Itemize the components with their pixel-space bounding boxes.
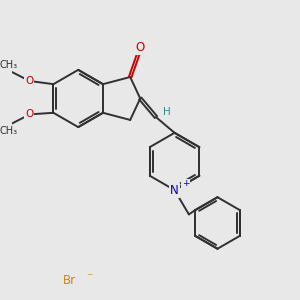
Text: O: O: [25, 76, 33, 86]
Text: ⁻: ⁻: [86, 271, 93, 284]
Text: Br: Br: [63, 274, 76, 287]
Text: O: O: [136, 41, 145, 54]
Text: CH₃: CH₃: [0, 125, 18, 136]
Text: H: H: [163, 107, 171, 117]
Text: N: N: [170, 184, 179, 196]
Text: +: +: [182, 179, 189, 188]
Text: O: O: [25, 109, 33, 119]
Text: CH₃: CH₃: [0, 60, 18, 70]
